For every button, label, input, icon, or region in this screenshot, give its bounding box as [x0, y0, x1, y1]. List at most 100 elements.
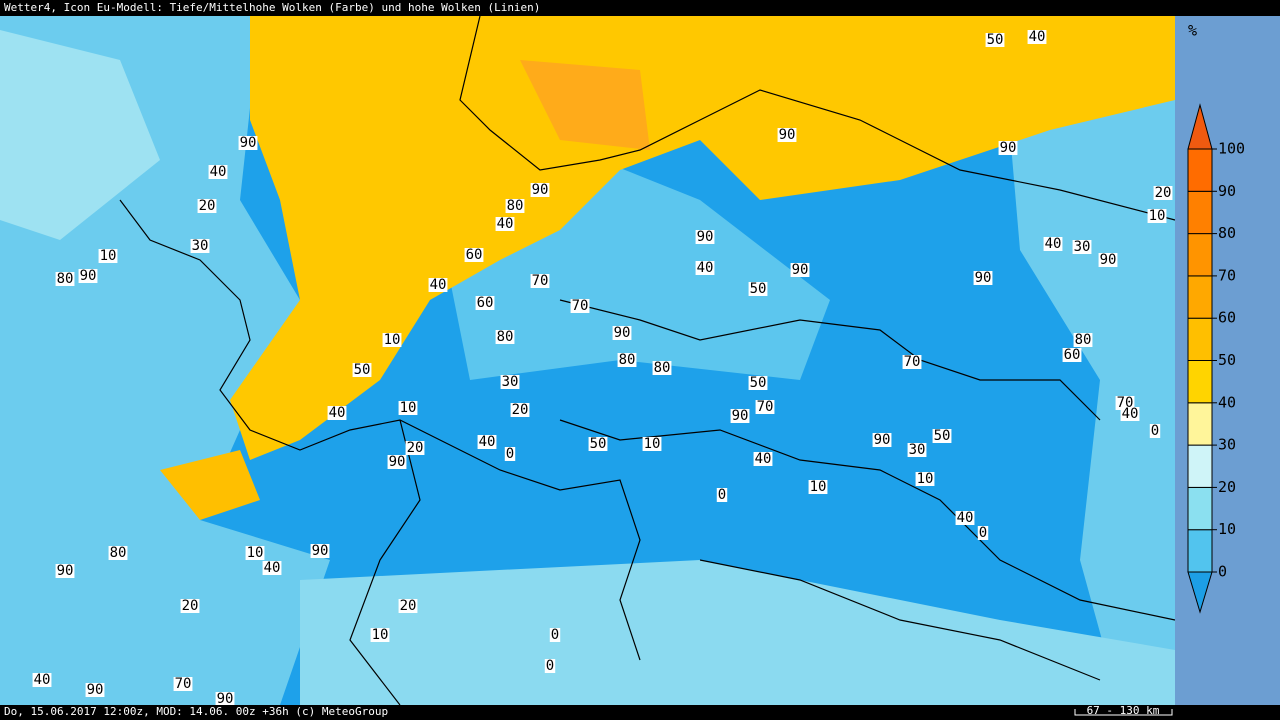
contour-label-text: 80 [1075, 332, 1092, 348]
contour-label-text: 80 [57, 271, 74, 287]
colorbar-swatch [1187, 275, 1213, 319]
cloud-area [1000, 16, 1175, 705]
contour-label: 70 [755, 399, 775, 415]
contour-label-box [215, 692, 235, 706]
contour-label-text: 40 [697, 260, 714, 276]
cloud-area [160, 450, 260, 520]
contour-label: 90 [85, 682, 105, 698]
contour-label-box [748, 282, 768, 296]
contour-label: 50 [985, 32, 1005, 48]
contour-label-text: 90 [779, 127, 796, 143]
contour-label-text: 40 [755, 451, 772, 467]
legend-unit: % [1188, 22, 1197, 40]
contour-label: 0 [544, 658, 556, 674]
contour-label: 80 [495, 329, 515, 345]
contour-label-box [955, 511, 975, 525]
contour-label-text: 40 [34, 672, 51, 688]
contour-label-box [1062, 348, 1082, 362]
scale-bar [1074, 709, 1173, 716]
colorbar-swatch [1187, 190, 1213, 235]
contour-label: 10 [98, 248, 118, 264]
contour-label: 90 [695, 229, 715, 245]
contour-label: 90 [78, 268, 98, 284]
contour-label: 10 [370, 627, 390, 643]
contour-label: 30 [190, 238, 210, 254]
contour-label-box [915, 472, 935, 486]
colorbar-tick-label: 80 [1218, 224, 1236, 242]
contour-label-box [495, 217, 515, 231]
colorbar-swatch [1187, 402, 1213, 446]
contour-label-box [475, 296, 495, 310]
contour-label: 50 [352, 362, 372, 378]
contour-label-box [398, 401, 418, 415]
contour-label-text: 50 [934, 428, 951, 444]
contour-label-text: 50 [590, 436, 607, 452]
contour-label: 90 [530, 182, 550, 198]
contour-label-text: 60 [466, 247, 483, 263]
contour-label-box [544, 659, 556, 673]
contour-label-text: 40 [210, 164, 227, 180]
contour-label: 80 [617, 352, 637, 368]
contour-label: 20 [398, 598, 418, 614]
contour-label-text: 80 [507, 198, 524, 214]
contour-label-text: 60 [477, 295, 494, 311]
contour-label-text: 0 [979, 525, 987, 541]
contour-label-box [327, 406, 347, 420]
contour-label: 40 [1043, 236, 1063, 252]
contour-label-box [985, 33, 1005, 47]
colorbar-tick-label: 40 [1218, 393, 1236, 411]
contour-label: 60 [464, 247, 484, 263]
contour-label: 40 [32, 672, 52, 688]
contour-label: 60 [475, 295, 495, 311]
contour-label-box [612, 326, 632, 340]
contour-label-box [652, 361, 672, 375]
timestamp: Do, 15.06.2017 12:00z, MOD: 14.06. 00z +… [4, 705, 388, 718]
contour-label: 30 [907, 442, 927, 458]
contour-label-text: 80 [619, 352, 636, 368]
contour-label-box [208, 165, 228, 179]
contour-label-text: 90 [80, 268, 97, 284]
contour-label-box [1149, 424, 1161, 438]
contour-label: 0 [1149, 423, 1161, 439]
colorbar-tick-label: 100 [1218, 140, 1245, 158]
contour-label-box [1147, 209, 1167, 223]
borders [119, 15, 1176, 706]
contour-label-box [907, 443, 927, 457]
contour-label: 20 [1153, 185, 1173, 201]
contour-label-box [245, 546, 265, 560]
contour-label: 20 [405, 440, 425, 456]
contour-label: 40 [695, 260, 715, 276]
contour-label: 40 [262, 560, 282, 576]
contour-label-text: 70 [175, 676, 192, 692]
contour-label: 10 [915, 471, 935, 487]
contour-label-box [932, 429, 952, 443]
contour-label-text: 20 [1155, 185, 1172, 201]
contour-label: 80 [652, 360, 672, 376]
contour-label: 70 [173, 676, 193, 692]
contour-label-box [405, 441, 425, 455]
contour-label-box [190, 239, 210, 253]
contour-label-text: 10 [917, 471, 934, 487]
contour-label: 0 [549, 627, 561, 643]
contour-label-text: 60 [1064, 347, 1081, 363]
contour-label-box [588, 437, 608, 451]
contour-label-text: 40 [1045, 236, 1062, 252]
contour-label-box [695, 261, 715, 275]
contour-label: 80 [108, 545, 128, 561]
contour-label: 20 [180, 598, 200, 614]
contour-label-text: 90 [87, 682, 104, 698]
contour-label-box [98, 249, 118, 263]
colorbar-tick-label: 90 [1218, 182, 1236, 200]
contour-label: 90 [730, 408, 750, 424]
contour-label-box [730, 409, 750, 423]
colorbar-tick-label: 70 [1218, 266, 1236, 284]
contour-label: 90 [238, 135, 258, 151]
footer-bar [0, 705, 1280, 720]
contour-label-box [180, 599, 200, 613]
contour-label-text: 10 [372, 627, 389, 643]
contour-label: 70 [902, 354, 922, 370]
contour-label: 90 [777, 127, 797, 143]
contour-label-box [1098, 253, 1118, 267]
contour-label-text: 90 [217, 691, 234, 707]
